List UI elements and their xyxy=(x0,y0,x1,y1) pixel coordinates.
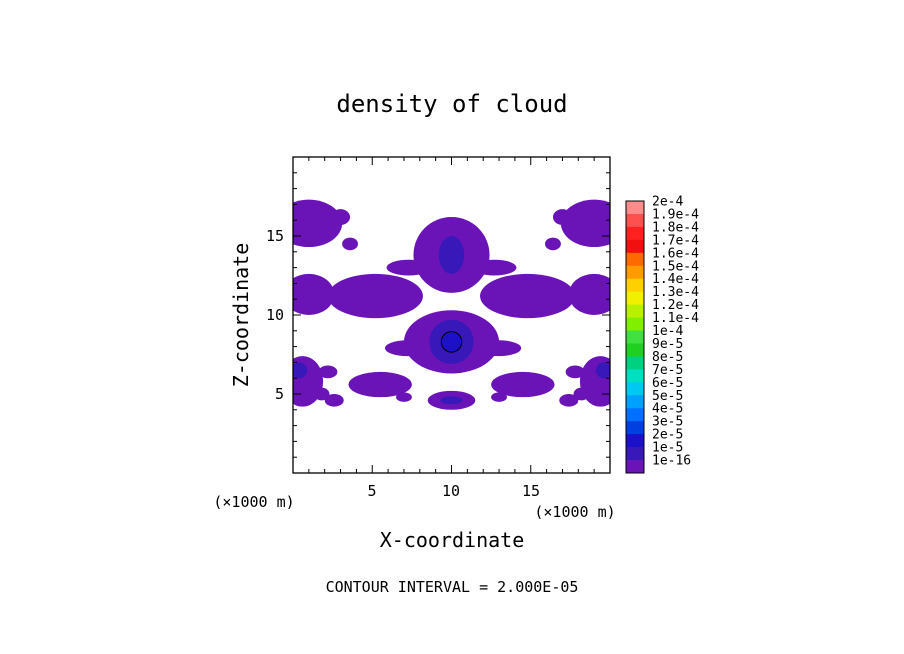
density-region xyxy=(313,387,330,401)
colorbar-label: 9e-5 xyxy=(652,337,683,352)
density-region xyxy=(386,259,431,276)
x-tick-label: 15 xyxy=(522,482,540,500)
colorbar-label: 1.8e-4 xyxy=(652,220,699,235)
x-axis-label: X-coordinate xyxy=(380,528,525,552)
density-region xyxy=(384,340,430,357)
y-tick-label: 10 xyxy=(266,306,284,324)
density-region xyxy=(441,331,462,353)
colorbar-swatch xyxy=(626,382,644,396)
density-region xyxy=(348,371,412,398)
density-region xyxy=(491,371,555,398)
y-tick-label: 15 xyxy=(266,227,284,245)
colorbar-label: 1e-5 xyxy=(652,441,683,456)
colorbar-label: 1.4e-4 xyxy=(652,272,699,287)
colorbar-swatch xyxy=(626,278,644,293)
colorbar-label: 1.3e-4 xyxy=(652,285,699,300)
colorbar-label: 6e-5 xyxy=(652,376,683,391)
colorbar-label: 1.2e-4 xyxy=(652,298,699,313)
density-region xyxy=(573,387,590,401)
colorbar-swatch xyxy=(626,213,644,228)
density-region xyxy=(568,273,610,315)
density-region xyxy=(595,362,610,379)
colorbar-swatch xyxy=(626,408,644,422)
colorbar-swatch xyxy=(626,356,644,370)
colorbar-swatch xyxy=(626,343,644,357)
colorbar-label: 4e-5 xyxy=(652,402,683,417)
density-region xyxy=(491,392,507,402)
colorbar-swatch xyxy=(626,369,644,383)
y-axis-label: Z-coordinate xyxy=(229,243,253,388)
colorbar-label: 1.7e-4 xyxy=(652,233,699,248)
colorbar-frame xyxy=(625,200,645,474)
density-region xyxy=(565,365,585,379)
colorbar-swatch xyxy=(626,304,644,318)
density-region xyxy=(324,394,344,407)
colorbar-swatch xyxy=(626,434,644,448)
colorbar-swatch xyxy=(626,239,644,254)
colorbar-label: 2e-4 xyxy=(652,195,683,210)
colorbar-label: 1.1e-4 xyxy=(652,311,699,326)
colorbar-label: 1e-4 xyxy=(652,324,683,339)
y-tick-label: 5 xyxy=(275,385,284,403)
colorbar-swatch xyxy=(626,265,644,280)
density-contour-lines xyxy=(440,331,463,353)
colorbar-swatch xyxy=(626,201,644,215)
y-tick-labels: 5 10 15 xyxy=(266,227,284,403)
x-tick-label: 5 xyxy=(367,482,376,500)
colorbar-label: 8e-5 xyxy=(652,350,683,365)
density-region xyxy=(560,199,610,248)
colorbar-swatch xyxy=(626,226,644,241)
x-tick-labels: 5 10 15 xyxy=(367,482,540,500)
colorbar-label: 2e-5 xyxy=(652,428,683,443)
colorbar-swatch xyxy=(626,421,644,435)
density-region xyxy=(480,273,576,319)
density-region xyxy=(440,396,463,405)
colorbar-label: 1e-16 xyxy=(652,454,691,469)
colorbar-label: 5e-5 xyxy=(652,389,683,404)
colorbar-labels: 2e-41.9e-41.8e-41.7e-41.6e-41.5e-41.4e-4… xyxy=(652,195,699,469)
axis-ticks xyxy=(293,157,610,473)
density-region xyxy=(438,236,465,274)
colorbar-label: 1.6e-4 xyxy=(652,246,699,261)
density-region xyxy=(342,237,358,251)
density-region xyxy=(318,365,338,379)
colorbar-swatch xyxy=(626,291,644,306)
x-unit-label: (×1000 m) xyxy=(534,503,615,521)
colorbar-swatch xyxy=(626,447,644,461)
chart-title: density of cloud xyxy=(336,90,567,118)
colorbar-label: 3e-5 xyxy=(652,415,683,430)
density-region xyxy=(293,362,308,379)
density-region xyxy=(552,209,572,225)
x-tick-label: 10 xyxy=(442,482,460,500)
density-region xyxy=(293,273,335,315)
density-region xyxy=(476,340,522,357)
density-region xyxy=(559,394,579,407)
contour-line xyxy=(440,331,463,353)
density-region xyxy=(293,199,343,248)
density-region xyxy=(545,237,561,251)
colorbar-swatch xyxy=(626,252,644,267)
colorbar-label: 1.5e-4 xyxy=(652,259,699,274)
density-region xyxy=(331,209,351,225)
density-region xyxy=(327,273,423,319)
density-region xyxy=(396,392,412,402)
colorbar xyxy=(625,200,645,474)
density-region xyxy=(472,259,517,276)
colorbar-swatch xyxy=(626,330,644,344)
colorbar-label: 1.9e-4 xyxy=(652,207,699,222)
density-contour-fields xyxy=(293,199,610,410)
colorbar-swatch xyxy=(626,395,644,409)
colorbar-swatch xyxy=(626,317,644,331)
contour-interval-note: CONTOUR INTERVAL = 2.000E-05 xyxy=(326,578,579,596)
colorbar-label: 7e-5 xyxy=(652,363,683,378)
colorbar-swatch xyxy=(626,460,644,474)
z-unit-label: (×1000 m) xyxy=(213,493,294,511)
